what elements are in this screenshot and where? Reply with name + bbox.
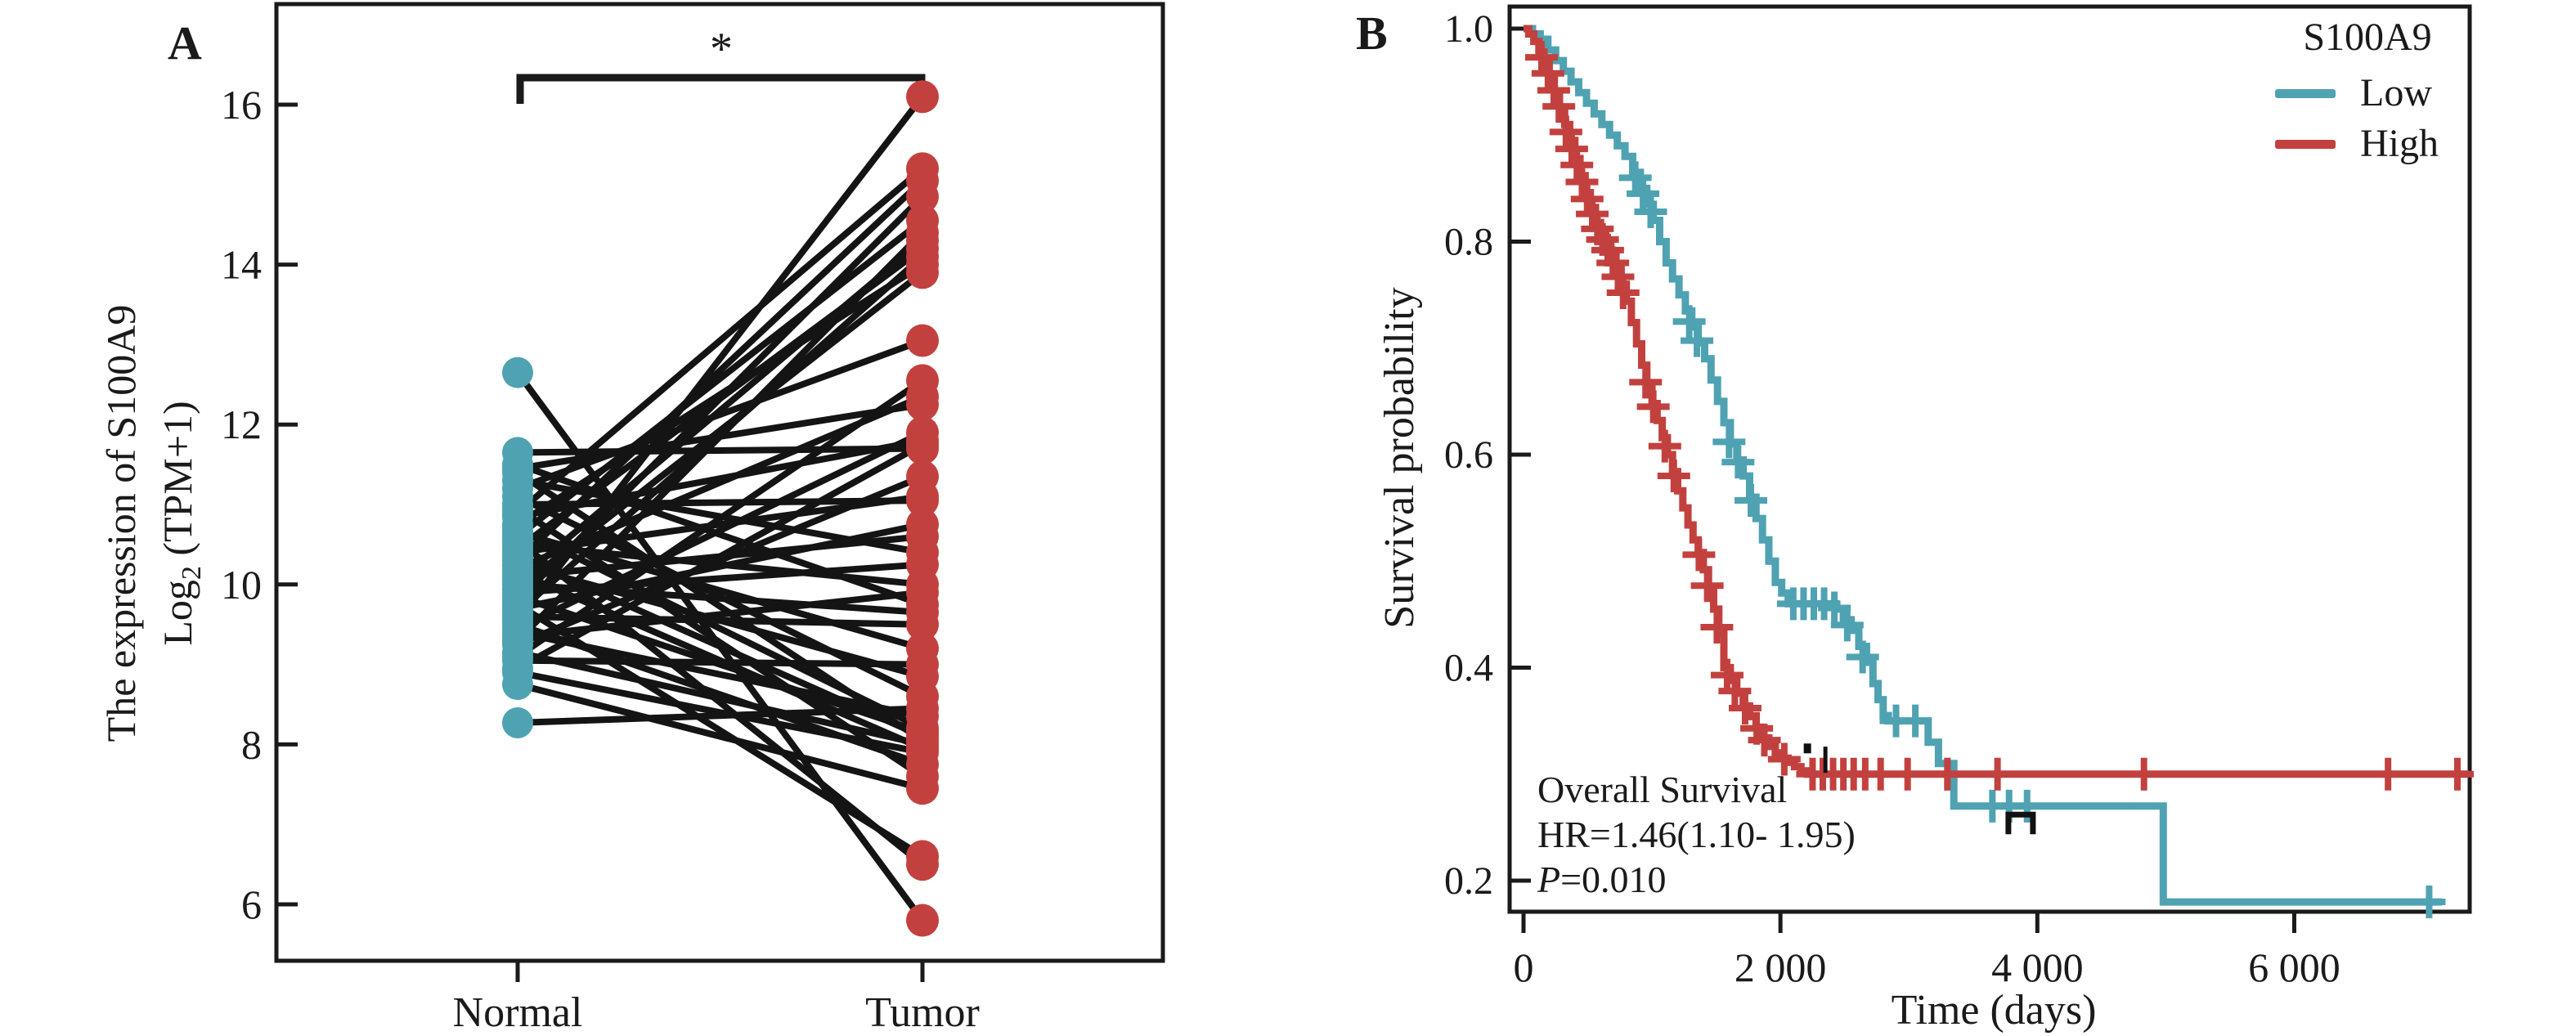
legend-entry-high: High <box>2208 123 2527 165</box>
tumor-dot <box>906 484 939 518</box>
panel-a-y-axis-title-line2: Log2 (TPM+1) <box>155 401 207 646</box>
tumor-dot <box>906 904 939 937</box>
normal-dot <box>502 525 533 557</box>
pair-line <box>514 461 926 608</box>
normal-dot <box>502 557 533 589</box>
significance-bracket <box>516 74 926 104</box>
panel-b-x-axis-title: Time (days) <box>1891 987 2097 1034</box>
normal-dot <box>502 357 533 388</box>
normal-dot <box>502 492 533 524</box>
panel-b-y-axis-title: Survival probability <box>1376 287 1423 629</box>
p-value-number: =0.010 <box>1560 859 1667 900</box>
annotation-line-p-value: P=0.010 <box>1537 857 1856 902</box>
panel-b-x-tick-label: 4 000 <box>1991 944 2084 990</box>
panel-b-y-tick-label: 0.6 <box>1444 433 1493 477</box>
panel-a-y-tick-label: 16 <box>221 82 262 128</box>
legend-title: S100A9 <box>2303 16 2432 59</box>
panel-b-x-tick-label: 6 000 <box>2248 944 2340 990</box>
km-annotation: Overall Survival HR=1.46(1.10- 1.95) P=0… <box>1537 767 1856 902</box>
panel-b-x-tick-label: 2 000 <box>1735 944 1827 990</box>
legend: S100A9 Low High <box>2208 11 2527 165</box>
panel-b-label: B <box>1356 7 1388 60</box>
legend-swatch-high <box>2275 139 2336 149</box>
annotation-line-overall-survival: Overall Survival <box>1537 769 1788 810</box>
panel-a-y-axis-title-line1: The expression of S100A9 <box>98 304 144 742</box>
pair-line <box>514 497 926 508</box>
pair-line <box>514 569 926 752</box>
panel-a-label: A <box>168 16 202 70</box>
pair-line <box>514 261 926 528</box>
pair-line <box>514 245 926 552</box>
panel-b-y-tick-label: 1.0 <box>1444 7 1493 51</box>
panel-b-plot-frame <box>1507 4 2472 914</box>
pair-line <box>514 537 926 868</box>
tumor-dot <box>906 80 939 114</box>
panel-a-y-tick-label: 8 <box>241 721 262 767</box>
tumor-dot <box>906 256 939 289</box>
pair-line <box>514 401 926 472</box>
annotation-line-hazard-ratio: HR=1.46(1.10- 1.95) <box>1537 814 1856 855</box>
pair-line <box>514 392 926 572</box>
panel-a-y-tick-label: 10 <box>221 562 262 608</box>
normal-dot <box>502 706 533 738</box>
panel-b-y-tick-label: 0.4 <box>1444 647 1493 690</box>
panel-a-x-category-label: Normal <box>453 989 583 1036</box>
p-value-symbol: P <box>1537 859 1561 900</box>
pair-line <box>514 589 926 640</box>
significance-star: * <box>710 24 733 74</box>
tumor-dot <box>906 772 939 805</box>
panel-b-x-tick-label: 0 <box>1514 944 1534 990</box>
legend-entry-low: Low <box>2208 72 2527 114</box>
panel-b-y-tick-label: 0.8 <box>1444 221 1493 264</box>
log-label-subscript: 2 <box>177 566 207 581</box>
stray-mark <box>2005 811 2036 835</box>
tumor-dot <box>906 608 939 641</box>
legend-label-high: High <box>2360 122 2439 165</box>
tumor-dot <box>906 432 939 465</box>
pair-line <box>514 269 926 592</box>
pair-line <box>514 493 926 556</box>
pair-line <box>514 445 926 456</box>
pair-line <box>514 469 926 744</box>
tumor-dot <box>906 324 939 357</box>
panel-b-y-tick-label: 0.2 <box>1444 859 1493 903</box>
tumor-dot <box>906 388 939 421</box>
panel-a-y-tick-label: 6 <box>241 881 262 927</box>
tumor-dot <box>906 848 939 881</box>
legend-swatch-low <box>2275 88 2336 98</box>
normal-dot <box>502 669 533 701</box>
pair-line <box>514 369 926 924</box>
panel-a-plot-frame <box>274 2 1165 963</box>
panel-a-x-category-label: Tumor <box>865 989 980 1036</box>
pair-line <box>514 477 926 556</box>
log-label-prefix: Log <box>155 580 200 646</box>
legend-label-low: Low <box>2360 71 2432 114</box>
log-label-suffix: (TPM+1) <box>155 401 200 567</box>
normal-dot <box>502 589 533 621</box>
panel-a-y-tick-label: 12 <box>221 401 262 447</box>
normal-dot <box>502 456 533 488</box>
legend-rows: Low High <box>2208 72 2527 165</box>
pair-line <box>514 681 926 792</box>
panel-a-y-tick-label: 14 <box>221 242 262 288</box>
tumor-dot <box>906 180 939 213</box>
pair-line <box>514 493 926 700</box>
